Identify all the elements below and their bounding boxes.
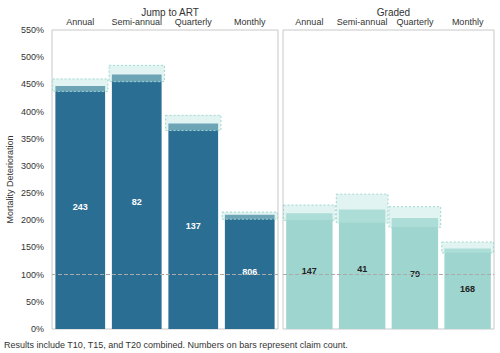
svg-text:Quarterly: Quarterly [175,17,213,27]
svg-text:0%: 0% [31,324,44,334]
svg-text:100%: 100% [21,270,44,280]
svg-text:Mortality Deterioration: Mortality Deterioration [5,135,15,223]
svg-text:50%: 50% [26,297,44,307]
svg-text:Monthly: Monthly [234,17,266,27]
svg-text:Monthly: Monthly [452,17,484,27]
svg-text:500%: 500% [21,52,44,62]
svg-text:168: 168 [460,284,475,294]
svg-text:243: 243 [73,202,88,212]
svg-text:250%: 250% [21,188,44,198]
svg-text:Annual: Annual [295,17,323,27]
svg-text:Results include T10, T15, and: Results include T10, T15, and T20 combin… [4,340,348,350]
svg-text:Semi-annual: Semi-annual [337,17,388,27]
svg-text:806: 806 [242,267,257,277]
svg-text:Annual: Annual [66,17,94,27]
svg-text:550%: 550% [21,25,44,35]
svg-text:350%: 350% [21,134,44,144]
svg-text:200%: 200% [21,215,44,225]
svg-text:147: 147 [301,266,317,277]
svg-text:150%: 150% [21,242,44,252]
svg-text:Graded: Graded [377,7,410,18]
svg-text:41: 41 [357,264,367,274]
svg-text:400%: 400% [21,107,44,117]
svg-text:79: 79 [410,269,420,279]
svg-text:Jump to ART: Jump to ART [141,7,199,18]
svg-text:137: 137 [186,221,201,231]
svg-text:Semi-annual: Semi-annual [111,17,162,27]
svg-text:450%: 450% [21,79,44,89]
svg-text:82: 82 [132,197,142,207]
svg-text:Quarterly: Quarterly [396,17,434,27]
svg-text:300%: 300% [21,161,44,171]
